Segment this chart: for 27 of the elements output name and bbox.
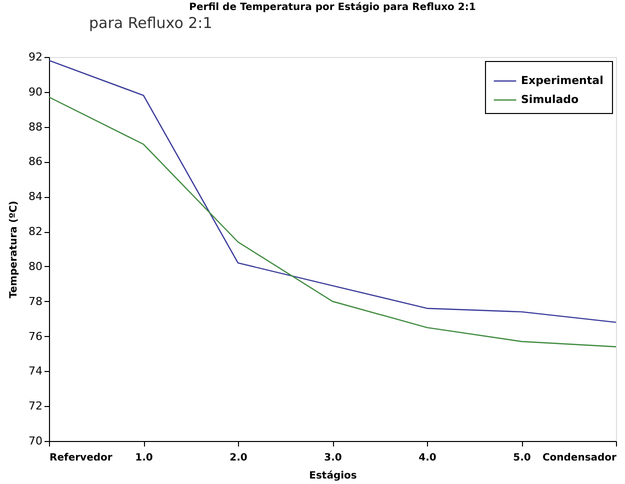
x-tick-label: 2.0	[230, 452, 248, 464]
x-axis-title: Estágios	[309, 470, 357, 482]
x-tick-label: 3.0	[324, 452, 342, 464]
chart-title: Perfil de Temperatura por Estágio para Refluxo 2:1	[189, 2, 476, 13]
line-series	[48, 96, 617, 348]
y-tick-label: 80	[28, 260, 42, 273]
y-tick-label: 78	[28, 294, 42, 308]
x-tick-label: 1.0	[135, 452, 153, 464]
y-axis-title: Temperatura (ºC)	[8, 200, 20, 298]
y-tick-label: 74	[28, 364, 42, 378]
line-series	[48, 60, 617, 323]
legend-label: Simulado	[521, 93, 580, 106]
y-tick-label: 72	[28, 400, 42, 413]
y-tick-label: 76	[28, 330, 42, 343]
y-tick-label: 70	[28, 434, 42, 448]
y-tick-label: 84	[28, 190, 42, 204]
y-tick-label: 82	[28, 225, 42, 238]
y-tick-label: 86	[28, 155, 42, 168]
legend-label: Experimental	[521, 74, 604, 87]
x-tick-label: Refervedor	[50, 452, 112, 464]
y-tick-label: 92	[28, 50, 42, 64]
x-tick-label: 5.0	[513, 452, 531, 464]
text: para Refluxo 2:1	[89, 14, 212, 32]
y-tick-label: 88	[28, 120, 42, 134]
y-tick-label: 90	[28, 85, 42, 98]
x-tick-label: 4.0	[418, 452, 436, 464]
x-tick-label: Condensador	[542, 452, 617, 464]
